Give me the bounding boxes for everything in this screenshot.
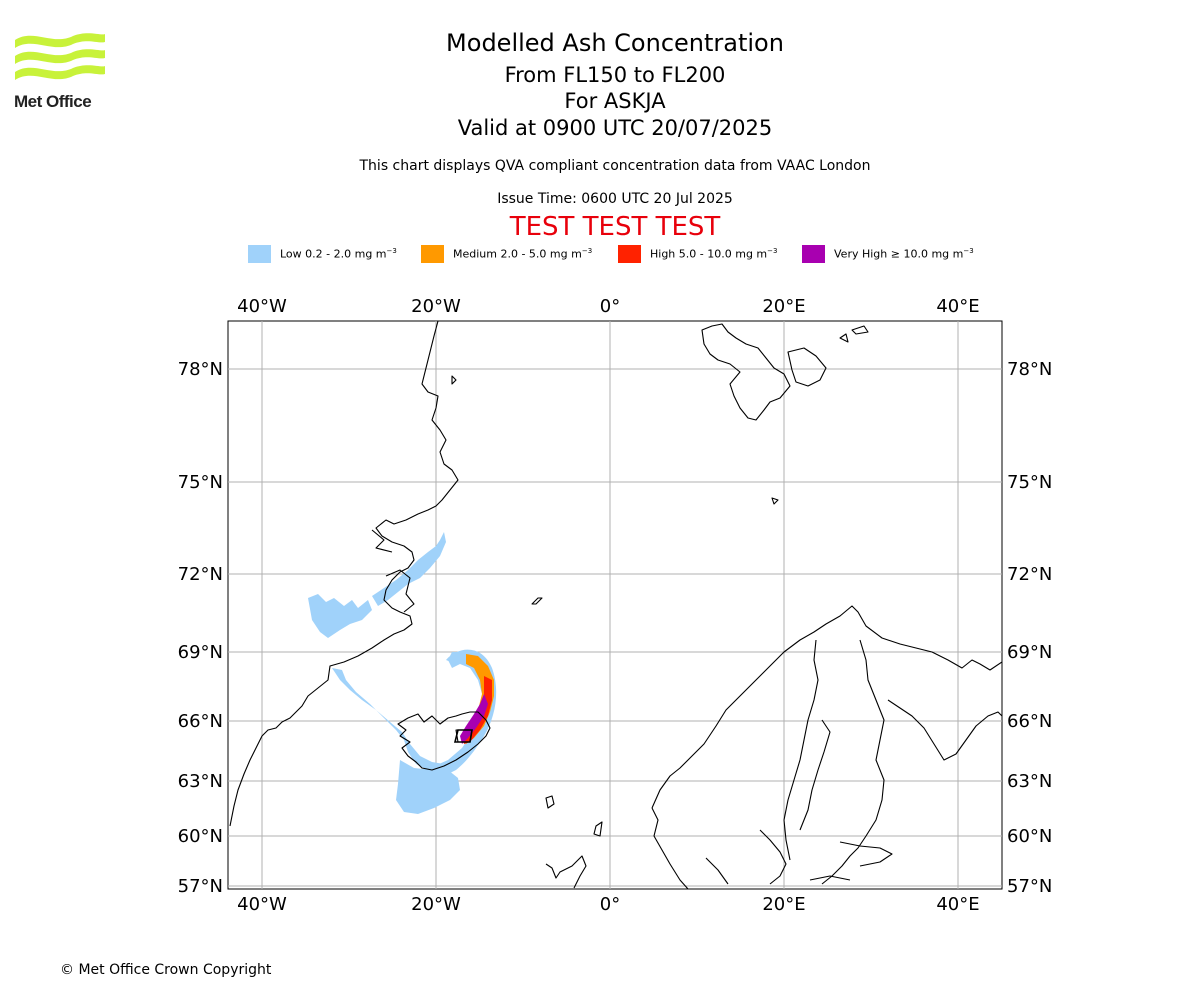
britain-coast — [545, 855, 587, 889]
svalbard-coast — [701, 323, 791, 421]
coastlines — [229, 321, 1002, 889]
sweden-border — [783, 639, 819, 861]
ash-medium-concentration — [462, 654, 494, 744]
lon-tick-top-1: 40°W — [237, 296, 287, 317]
lon-tick-bottom-5: 40°E — [936, 894, 979, 915]
legend-swatch-high — [618, 245, 641, 263]
scandinavia-coast — [651, 605, 1002, 809]
copyright-notice: © Met Office Crown Copyright — [60, 962, 272, 978]
lon-tick-top-4: 20°E — [762, 296, 805, 317]
iceland-coast — [397, 711, 491, 771]
lat-ticks-right: 78°N 75°N 72°N 69°N 66°N 63°N 60°N 57°N — [1007, 359, 1052, 897]
legend-label-medium: Medium 2.0 - 5.0 mg m−3 — [453, 247, 593, 261]
jan-mayen-coast — [531, 597, 543, 605]
legend-label-low: Low 0.2 - 2.0 mg m−3 — [280, 247, 397, 261]
lon-tick-bottom-4: 20°E — [762, 894, 805, 915]
lat-tick-right-6: 63°N — [1007, 771, 1052, 792]
legend-item-low: Low 0.2 - 2.0 mg m−3 — [248, 244, 397, 264]
valid-time: Valid at 0900 UTC 20/07/2025 — [457, 116, 773, 140]
lon-ticks-bottom: 40°W 20°W 0° 20°E 40°E — [237, 894, 979, 915]
logo-text: Met Office — [14, 92, 92, 111]
met-office-logo — [15, 33, 105, 80]
lat-tick-right-1: 78°N — [1007, 359, 1052, 380]
legend-label-very-high: Very High ≥ 10.0 mg m−3 — [834, 247, 974, 261]
legend-swatch-low — [248, 245, 271, 263]
lon-tick-bottom-3: 0° — [600, 894, 620, 915]
lat-tick-right-2: 75°N — [1007, 472, 1052, 493]
issue-time: Issue Time: 0600 UTC 20 Jul 2025 — [497, 191, 733, 207]
lat-ticks-left: 78°N 75°N 72°N 69°N 66°N 63°N 60°N 57°N — [178, 359, 223, 897]
lat-tick-left-4: 69°N — [178, 642, 223, 663]
map-gridlines — [228, 321, 1002, 889]
chart-subtitle: This chart displays QVA compliant concen… — [359, 158, 871, 174]
volcano-name: For ASKJA — [564, 89, 666, 113]
flight-level-range: From FL150 to FL200 — [504, 63, 726, 87]
legend-item-high: High 5.0 - 10.0 mg m−3 — [618, 244, 777, 264]
lat-tick-left-2: 75°N — [178, 472, 223, 493]
legend-label-high: High 5.0 - 10.0 mg m−3 — [650, 247, 778, 261]
ash-very-high-concentration — [460, 694, 488, 744]
lon-tick-bottom-1: 40°W — [237, 894, 287, 915]
lon-tick-top-2: 20°W — [411, 296, 461, 317]
test-banner: TEST TEST TEST — [509, 212, 721, 242]
lat-tick-left-6: 63°N — [178, 771, 223, 792]
legend-item-medium: Medium 2.0 - 5.0 mg m−3 — [421, 244, 592, 264]
lat-tick-right-8: 57°N — [1007, 876, 1052, 897]
lat-tick-right-5: 66°N — [1007, 711, 1052, 732]
volcano-marker-icon — [453, 729, 473, 743]
lat-tick-left-1: 78°N — [178, 359, 223, 380]
lat-tick-right-3: 72°N — [1007, 564, 1052, 585]
sweden-finland-coast — [821, 639, 885, 885]
lon-tick-bottom-2: 20°W — [411, 894, 461, 915]
greenland-coast — [229, 321, 459, 827]
lat-tick-right-4: 69°N — [1007, 642, 1052, 663]
lat-tick-left-8: 57°N — [178, 876, 223, 897]
lat-tick-left-7: 60°N — [178, 826, 223, 847]
chart-title: Modelled Ash Concentration — [446, 29, 784, 57]
lon-ticks-top: 40°W 20°W 0° 20°E 40°E — [237, 296, 979, 317]
lat-tick-left-5: 66°N — [178, 711, 223, 732]
legend-swatch-medium — [421, 245, 444, 263]
lat-tick-left-3: 72°N — [178, 564, 223, 585]
lat-tick-right-7: 60°N — [1007, 826, 1052, 847]
logo-waves-icon — [15, 33, 105, 80]
legend-item-very-high: Very High ≥ 10.0 mg m−3 — [802, 244, 974, 264]
lon-tick-top-3: 0° — [600, 296, 620, 317]
lon-tick-top-5: 40°E — [936, 296, 979, 317]
legend-swatch-very-high — [802, 245, 825, 263]
map-frame — [227, 320, 1003, 890]
